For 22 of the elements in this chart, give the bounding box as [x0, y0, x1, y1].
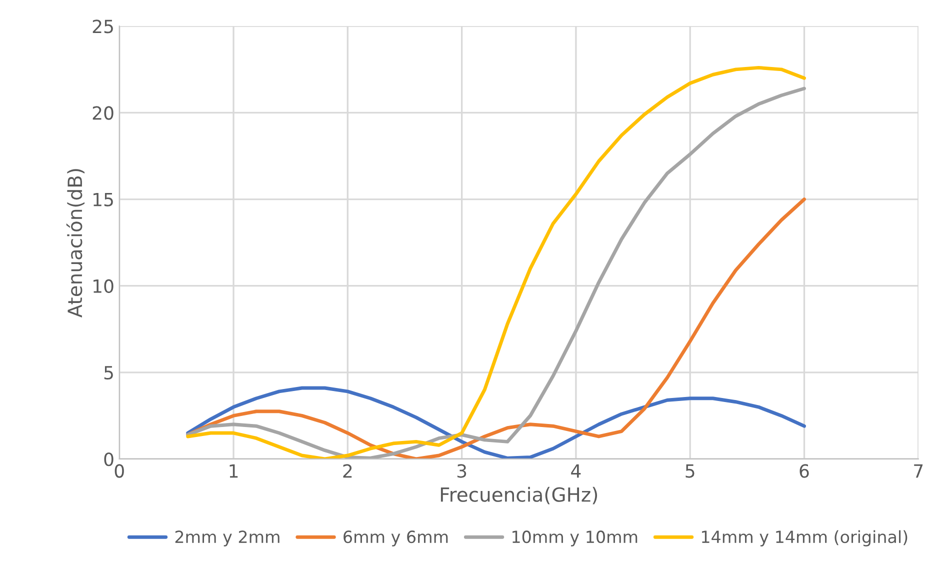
- x-tick-label: 2: [343, 464, 352, 478]
- y-tick-label: 10: [94, 279, 114, 293]
- y-tick-label: 0: [104, 452, 114, 466]
- y-tick-label: 20: [92, 106, 114, 120]
- legend-label: 2mm y 2mm: [175, 530, 280, 546]
- x-tick-label: 1: [230, 464, 238, 478]
- line-series: [186, 198, 806, 459]
- y-axis-title: Atenuación(dB): [66, 169, 85, 318]
- line-series: [186, 386, 806, 459]
- x-axis-title: Frecuencia(GHz): [440, 486, 598, 504]
- y-tick-label: 25: [92, 20, 113, 34]
- legend-label: 14mm y 14mm (original): [702, 530, 908, 546]
- x-tick-label: 5: [686, 464, 694, 478]
- x-tick-label: 6: [800, 464, 809, 478]
- y-tick-label: 5: [104, 366, 113, 380]
- x-tick-label: 0: [114, 464, 124, 478]
- x-tick-label: 4: [571, 464, 581, 478]
- y-tick-label: 15: [94, 192, 113, 206]
- legend-label: 10mm y 10mm: [512, 530, 638, 546]
- x-tick-label: 3: [457, 464, 466, 478]
- legend-label: 6mm y 6mm: [344, 530, 448, 546]
- x-tick-label: 7: [914, 464, 923, 478]
